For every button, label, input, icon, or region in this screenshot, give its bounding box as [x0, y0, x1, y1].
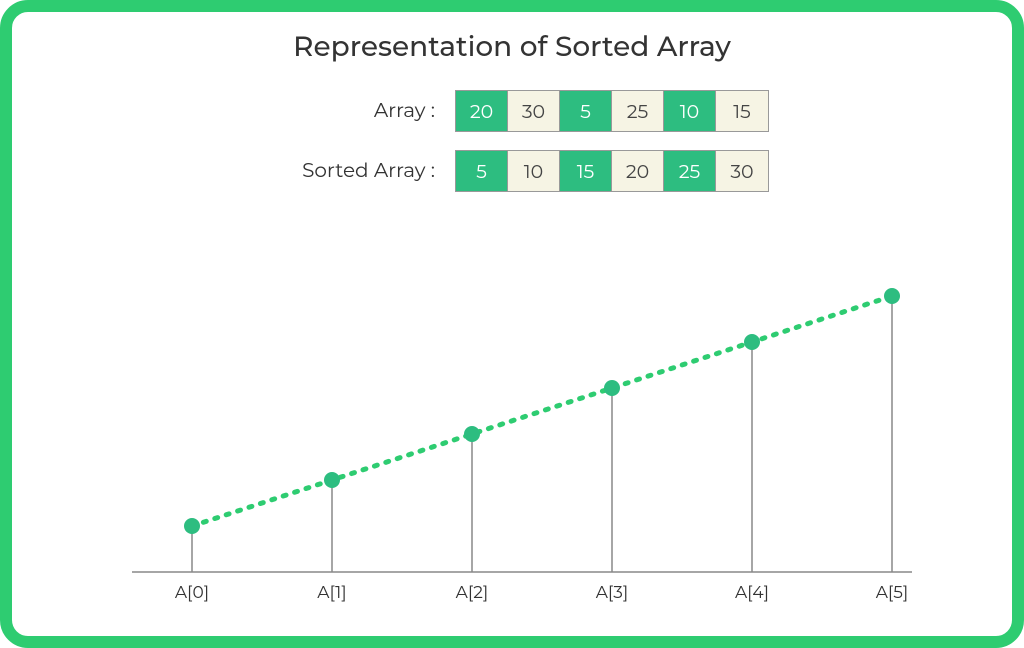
array-label: Array :: [255, 99, 455, 123]
svg-text:A[0]: A[0]: [175, 583, 209, 603]
lollipop-chart: A[0] A[1] A[2] A[3] A[4] A[5]: [102, 272, 922, 612]
array-row-original: Array :20305251015: [255, 90, 769, 132]
array-cell: 30: [716, 151, 768, 191]
array-cell: 5: [456, 151, 508, 191]
array-cell: 25: [664, 151, 716, 191]
array-cell: 20: [456, 91, 508, 131]
array-cells: 51015202530: [455, 150, 769, 192]
array-cell: 25: [612, 91, 664, 131]
array-cell: 20: [612, 151, 664, 191]
array-cell: 10: [508, 151, 560, 191]
chart-container: A[0] A[1] A[2] A[3] A[4] A[5]: [52, 202, 972, 616]
arrays-section: Array :20305251015Sorted Array :51015202…: [52, 90, 972, 192]
page-title: Representation of Sorted Array: [52, 30, 972, 64]
array-cells: 20305251015: [455, 90, 769, 132]
array-cell: 10: [664, 91, 716, 131]
array-cell: 30: [508, 91, 560, 131]
array-label: Sorted Array :: [255, 159, 455, 183]
diagram-frame: Representation of Sorted Array Array :20…: [0, 0, 1024, 648]
svg-text:A[1]: A[1]: [317, 583, 346, 603]
svg-text:A[4]: A[4]: [735, 583, 769, 603]
array-cell: 15: [560, 151, 612, 191]
svg-text:A[2]: A[2]: [456, 583, 489, 603]
array-cell: 15: [716, 91, 768, 131]
array-row-sorted: Sorted Array :51015202530: [255, 150, 769, 192]
array-cell: 5: [560, 91, 612, 131]
svg-text:A[3]: A[3]: [596, 583, 629, 603]
svg-text:A[5]: A[5]: [876, 583, 909, 603]
